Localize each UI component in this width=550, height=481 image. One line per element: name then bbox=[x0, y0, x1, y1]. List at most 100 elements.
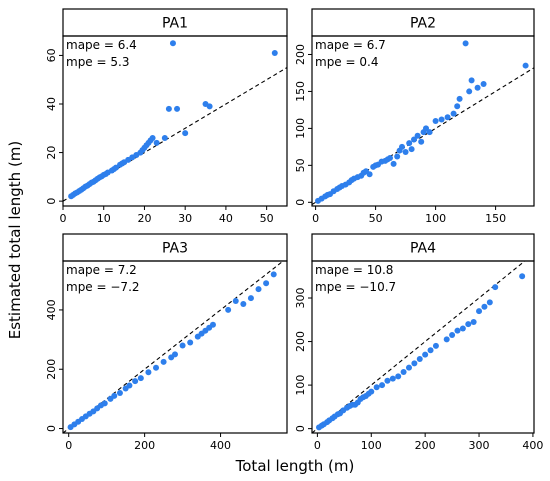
panel-1-point bbox=[153, 139, 160, 146]
panel-3-point bbox=[270, 271, 277, 278]
panel-4-point bbox=[389, 375, 396, 382]
panel-1-point bbox=[182, 130, 189, 137]
panel-2-strip bbox=[311, 8, 535, 37]
panel-3-x-tick-label: 200 bbox=[134, 439, 155, 452]
panel-1-x-tick-label: 20 bbox=[137, 212, 151, 225]
panel-3-point bbox=[126, 382, 133, 389]
panel-1-x-tick-label: 30 bbox=[178, 212, 192, 225]
panel-4-point bbox=[427, 347, 434, 354]
panel-2-point bbox=[418, 138, 425, 145]
panel-3-point bbox=[187, 339, 194, 346]
panel-2-point bbox=[450, 110, 457, 117]
panel-2-point bbox=[408, 146, 415, 153]
panel-4-point bbox=[443, 336, 450, 343]
panel-4-point bbox=[454, 327, 461, 334]
panel-2-annotation-mpe: mpe = 0.4 bbox=[315, 55, 378, 69]
panel-2-point bbox=[387, 154, 393, 161]
panel-3-point bbox=[247, 295, 254, 302]
panel-3-x-tick-label: 0 bbox=[65, 439, 72, 452]
panel-3-title: PA3 bbox=[162, 241, 188, 257]
panel-2-point bbox=[402, 149, 409, 156]
panel-3-y-tick-label: 0 bbox=[45, 425, 58, 432]
panel-3-x-tick-label: 400 bbox=[210, 439, 231, 452]
panel-2-y-tick-label: 100 bbox=[294, 118, 307, 139]
panel-2-point bbox=[399, 143, 405, 150]
panel-4-point bbox=[492, 284, 499, 291]
panel-4-title: PA4 bbox=[410, 241, 436, 257]
panel-4-y-tick-label: 0 bbox=[294, 425, 307, 432]
panel-1: PA1 mape = 6.4 mpe = 5.3 0 10 20 30 40 50 0 20 40 60 bbox=[45, 8, 288, 225]
panel-4-y-tick-label: 200 bbox=[294, 331, 307, 352]
panel-3-point bbox=[263, 280, 270, 287]
panel-4-x-tick-label: 200 bbox=[415, 439, 436, 452]
panel-2-point bbox=[432, 118, 439, 124]
panel-2-frame bbox=[311, 35, 535, 207]
panel-4-x-tick-label: 400 bbox=[522, 439, 543, 452]
panel-4-point bbox=[449, 332, 456, 339]
panel-4-y-tick-label: 100 bbox=[294, 375, 307, 396]
panel-2-x-tick-label: 100 bbox=[425, 212, 446, 225]
panel-3-identity-line bbox=[63, 261, 285, 433]
panel-2-point bbox=[522, 62, 529, 69]
panel-4: PA4 mape = 10.8 mpe = −10.7 0 100 200 300 400 0 1… bbox=[294, 233, 543, 452]
panel-4-point bbox=[416, 355, 423, 362]
panel-1-x-tick-label: 0 bbox=[60, 212, 67, 225]
panel-3-point bbox=[255, 286, 262, 293]
panel-1-point bbox=[165, 105, 172, 112]
panel-4-point bbox=[476, 308, 483, 315]
panel-1-annotation-mape: mape = 6.4 bbox=[66, 38, 137, 52]
panel-3-y-tick-label: 400 bbox=[45, 299, 58, 320]
panel-4-point bbox=[519, 273, 526, 280]
panel-2: PA2 mape = 6.7 mpe = 0.4 0 50 100 150 0 50 100 150… bbox=[294, 8, 535, 225]
panel-2-point bbox=[414, 132, 421, 139]
panel-1-y-tick-label: 40 bbox=[45, 97, 58, 111]
panel-1-point bbox=[149, 135, 156, 141]
panel-3-point bbox=[160, 358, 167, 365]
panel-3-point bbox=[179, 342, 186, 349]
panels: PA1 mape = 6.4 mpe = 5.3 0 10 20 30 40 50 0 20 40 60… bbox=[45, 8, 543, 452]
panel-2-point bbox=[480, 81, 487, 88]
panel-2-point bbox=[411, 136, 417, 143]
panel-3: PA3 mape = 7.2 mpe = −7.2 0 200 400 0 200 400 bbox=[45, 233, 288, 452]
panel-1-identity-line bbox=[63, 66, 287, 202]
panel-2-point bbox=[423, 125, 429, 132]
panel-1-annotation-mpe: mpe = 5.3 bbox=[66, 55, 129, 69]
panel-1-x-tick-label: 40 bbox=[219, 212, 233, 225]
panel-1-frame bbox=[62, 35, 288, 207]
panel-4-point bbox=[481, 303, 488, 310]
panel-4-x-tick-label: 0 bbox=[314, 439, 321, 452]
panel-2-x-tick-label: 50 bbox=[369, 212, 383, 225]
panel-2-point bbox=[406, 140, 413, 147]
panel-4-point bbox=[405, 364, 412, 371]
panel-2-point bbox=[454, 103, 461, 110]
panel-3-point bbox=[240, 301, 247, 307]
panel-3-strip bbox=[62, 233, 288, 262]
panel-3-annotation-mape: mape = 7.2 bbox=[66, 263, 137, 277]
panel-1-y-tick-label: 60 bbox=[45, 48, 58, 62]
panel-4-point bbox=[379, 382, 386, 389]
panel-1-point bbox=[174, 105, 181, 112]
panel-3-y-tick-label: 200 bbox=[45, 359, 58, 380]
panel-2-point bbox=[444, 114, 451, 121]
panel-4-point bbox=[384, 377, 391, 384]
panel-4-identity-line bbox=[312, 261, 526, 433]
panel-2-point bbox=[366, 171, 373, 178]
y-axis-title: Estimated total length (m) bbox=[6, 141, 24, 340]
panel-2-point bbox=[456, 95, 463, 102]
panel-1-strip bbox=[62, 8, 288, 37]
panel-2-point bbox=[394, 153, 401, 160]
panel-3-point bbox=[116, 389, 123, 396]
panel-2-point bbox=[438, 116, 445, 123]
panel-1-y-tick-label: 0 bbox=[45, 198, 58, 205]
panel-4-point bbox=[400, 369, 407, 376]
panel-2-title: PA2 bbox=[410, 16, 436, 32]
panel-4-point bbox=[470, 318, 477, 325]
panel-4-point bbox=[459, 325, 466, 332]
panel-2-point bbox=[462, 40, 469, 47]
panel-4-point bbox=[432, 342, 439, 349]
panel-3-point bbox=[101, 400, 108, 407]
panel-3-point bbox=[111, 392, 118, 399]
panel-2-y-tick-label: 150 bbox=[294, 81, 307, 102]
panel-2-point bbox=[466, 88, 473, 95]
panel-4-annotation-mape: mape = 10.8 bbox=[315, 263, 393, 277]
